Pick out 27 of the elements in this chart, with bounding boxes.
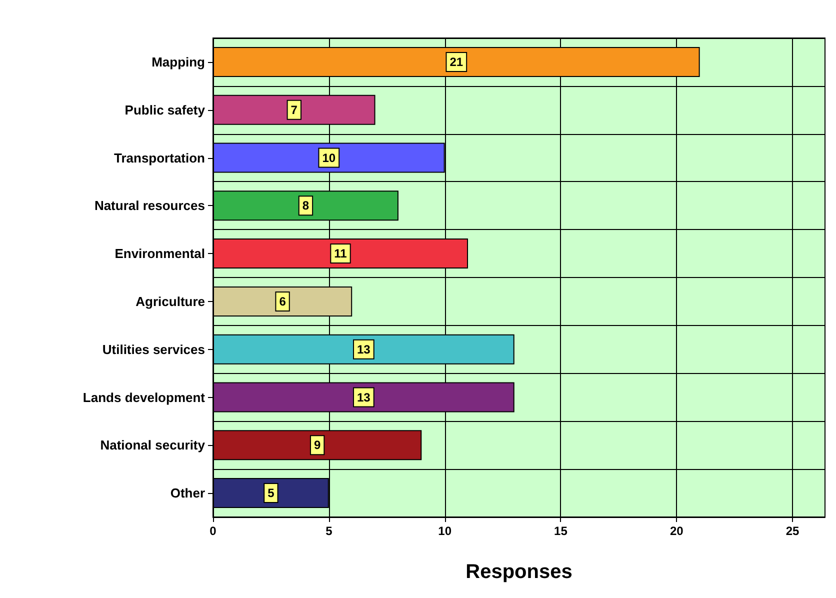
data-label: 11 [334,246,348,261]
data-label: 13 [357,342,371,356]
y-tick-label: Utilities services [102,342,205,357]
x-tick-label: 5 [326,524,333,538]
y-tick-label: Other [170,486,205,501]
x-tick-label: 25 [786,524,800,538]
x-tick-label: 0 [210,524,217,538]
y-tick-label: Natural resources [94,198,205,214]
data-label: 5 [268,486,275,500]
y-tick-label: Transportation [114,150,206,166]
data-label: 10 [322,150,336,165]
data-label: 7 [290,102,298,117]
y-tick-label: Agriculture [136,294,205,309]
data-label: 13 [357,390,371,404]
y-tick-label: Mapping [152,54,206,70]
y-tick-label: National security [100,438,206,453]
y-tick-label: Lands development [82,390,206,405]
data-label: 6 [279,294,286,308]
data-label: 8 [302,198,310,213]
x-tick-label: 10 [438,524,452,538]
data-label: 21 [450,54,464,69]
x-tick-label: 20 [670,524,684,538]
y-tick-label: Public safety [124,102,206,118]
y-tick-label: Environmental [114,246,205,262]
x-axis-title: Responses [466,561,572,583]
x-tick-label: 15 [554,524,568,538]
data-label: 9 [314,438,321,452]
